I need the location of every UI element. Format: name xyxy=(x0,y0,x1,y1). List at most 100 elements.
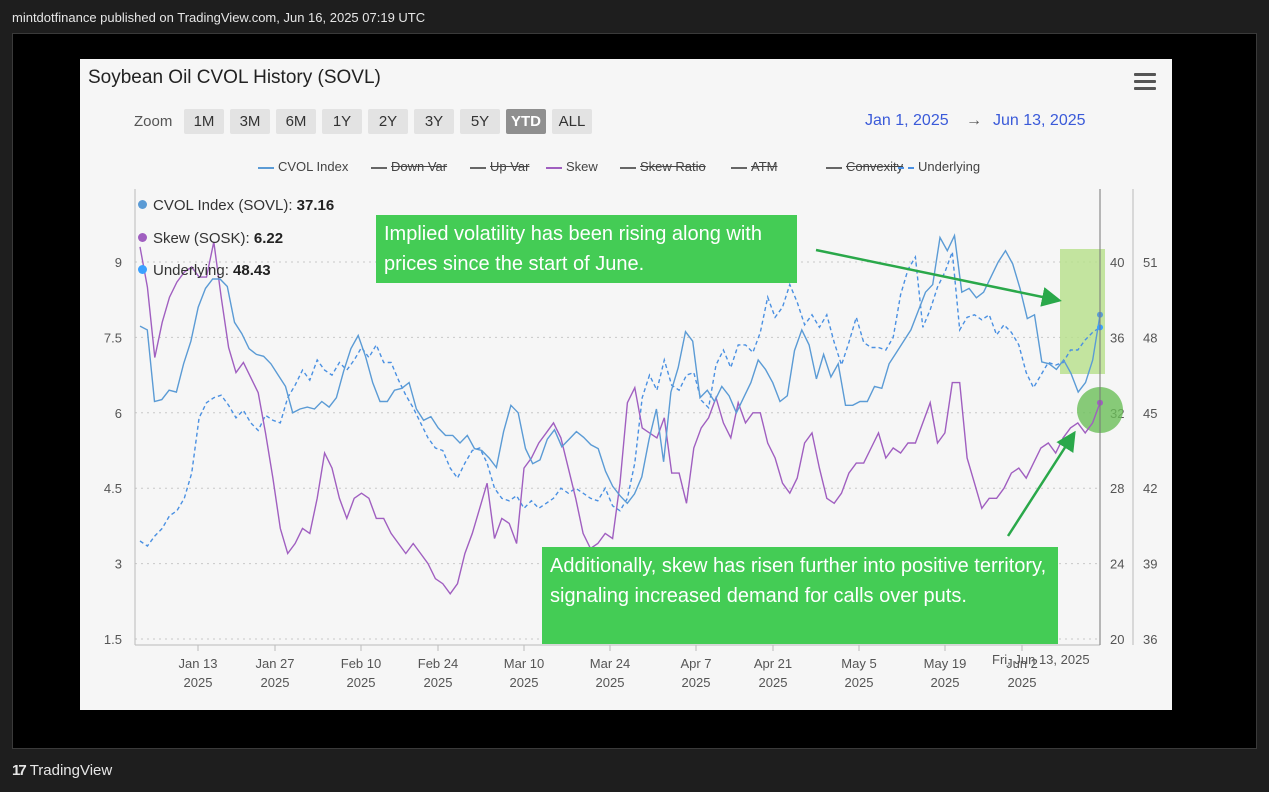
tradingview-logo-icon: 17 xyxy=(12,762,27,779)
tooltip-label: Underlying: xyxy=(153,262,234,279)
legend-label: Down Var xyxy=(391,159,448,174)
zoom-label: Zoom xyxy=(134,113,173,130)
crosshair-date-label: Fri, Jun 13, 2025 xyxy=(992,652,1090,667)
zoom-button-6m[interactable]: 6M xyxy=(276,109,316,134)
x-tick-year: 2025 xyxy=(759,675,788,690)
y-left-tick: 9 xyxy=(115,255,122,270)
annotation-arrow-top xyxy=(815,248,1062,307)
legend-item-skew-ratio[interactable]: Skew Ratio xyxy=(620,159,706,174)
annotation-bottom: Additionally, skew has risen further int… xyxy=(542,547,1058,644)
x-tick-date: Jun 2 xyxy=(1006,656,1038,671)
zoom-button-3m[interactable]: 3M xyxy=(230,109,270,134)
x-tick-year: 2025 xyxy=(184,675,213,690)
y-underlying-tick: 42 xyxy=(1143,481,1157,496)
legend-label: Convexity xyxy=(846,159,904,174)
tooltip-label: Skew (SOSK): xyxy=(153,230,254,247)
annotation-top: Implied volatility has been rising along… xyxy=(376,215,797,283)
tooltip-dot xyxy=(138,233,147,242)
y-underlying-tick: 45 xyxy=(1143,406,1157,421)
zoom-button-3y[interactable]: 3Y xyxy=(414,109,454,134)
legend-item-down-var[interactable]: Down Var xyxy=(371,159,447,174)
zoom-button-ytd[interactable]: YTD xyxy=(506,109,546,134)
legend-item-underlying[interactable]: Underlying xyxy=(898,159,980,174)
tooltip-dot xyxy=(138,200,147,209)
zoom-button-2y[interactable]: 2Y xyxy=(368,109,408,134)
legend-swatch xyxy=(470,166,486,169)
series-underlying-line xyxy=(139,251,1101,547)
tooltip-label: CVOL Index (SOVL): xyxy=(153,197,297,214)
series-cvol-line xyxy=(139,233,1101,505)
y-left-tick: 1.5 xyxy=(104,632,122,647)
range-from[interactable]: Jan 1, 2025 xyxy=(865,112,949,129)
range-arrow: → xyxy=(966,112,982,129)
x-tick-date: May 5 xyxy=(841,656,876,671)
legend-label: Skew xyxy=(566,159,598,174)
zoom-button-1m[interactable]: 1M xyxy=(184,109,224,134)
x-tick-year: 2025 xyxy=(347,675,376,690)
zoom-button-1y[interactable]: 1Y xyxy=(322,109,362,134)
x-tick-date: May 19 xyxy=(924,656,967,671)
hamburger-menu-icon[interactable] xyxy=(1134,73,1156,91)
y-underlying-tick: 48 xyxy=(1143,330,1157,345)
legend-label: ATM xyxy=(751,159,778,174)
chart-card: Soybean Oil CVOL History (SOVL) Zoom 1M 3… xyxy=(80,59,1172,710)
annotation-arrow-bottom xyxy=(1006,430,1076,537)
legend-label: CVOL Index xyxy=(278,159,349,174)
y-cvol-tick: 20 xyxy=(1110,632,1124,647)
y-cvol-tick: 24 xyxy=(1110,557,1124,572)
chart-plot: 1.534.567.59202428323640363942454851Jan … xyxy=(104,189,1157,690)
legend-label: Underlying xyxy=(918,159,981,174)
zoom-button-5y[interactable]: 5Y xyxy=(460,109,500,134)
x-tick-date: Mar 24 xyxy=(590,656,630,671)
x-tick-year: 2025 xyxy=(1008,675,1037,690)
legend-item-atm[interactable]: ATM xyxy=(731,159,777,174)
legend-item-up-var[interactable]: Up Var xyxy=(470,159,530,174)
x-tick-year: 2025 xyxy=(596,675,625,690)
legend-item-convexity[interactable]: Convexity xyxy=(826,159,903,174)
y-cvol-tick: 36 xyxy=(1110,330,1124,345)
x-tick-year: 2025 xyxy=(510,675,539,690)
y-underlying-tick: 36 xyxy=(1143,632,1157,647)
brand-name: TradingView xyxy=(29,762,113,779)
legend-item-skew[interactable]: Skew xyxy=(546,159,598,174)
x-tick-year: 2025 xyxy=(682,675,711,690)
y-left-tick: 7.5 xyxy=(104,330,122,345)
legend-swatch xyxy=(546,166,562,169)
legend-label: Up Var xyxy=(490,159,530,174)
x-tick-date: Apr 21 xyxy=(754,656,792,671)
zoom-button-all[interactable]: ALL xyxy=(552,109,592,134)
x-tick-year: 2025 xyxy=(845,675,874,690)
x-tick-date: Mar 10 xyxy=(504,656,544,671)
y-left-tick: 6 xyxy=(115,406,122,421)
x-tick-date: Jan 13 xyxy=(178,656,217,671)
tooltip-dot xyxy=(138,265,147,274)
x-tick-date: Feb 24 xyxy=(418,656,458,671)
published-caption: mintdotfinance published on TradingView.… xyxy=(12,10,426,25)
tooltip-row: Skew (SOSK): 6.22 xyxy=(138,230,283,247)
y-left-tick: 3 xyxy=(115,557,122,572)
x-tick-date: Apr 7 xyxy=(680,656,711,671)
x-tick-year: 2025 xyxy=(261,675,290,690)
x-tick-date: Jan 27 xyxy=(255,656,294,671)
tooltip-row: Underlying: 48.43 xyxy=(138,262,271,279)
legend-label: Skew Ratio xyxy=(640,159,706,174)
legend-swatch xyxy=(620,166,636,169)
legend-swatch xyxy=(731,166,747,169)
tooltip-value: 37.16 xyxy=(296,197,335,214)
highlight-box xyxy=(1060,249,1105,374)
tooltip-row: CVOL Index (SOVL): 37.16 xyxy=(138,197,334,214)
y-left-tick: 4.5 xyxy=(104,481,122,496)
y-underlying-tick: 51 xyxy=(1143,255,1157,270)
series-skew-line xyxy=(139,241,1101,595)
y-underlying-tick: 39 xyxy=(1143,557,1157,572)
tooltip-value: 6.22 xyxy=(253,230,284,247)
x-tick-year: 2025 xyxy=(424,675,453,690)
tradingview-brand: 17 TradingView xyxy=(12,762,112,779)
y-cvol-tick: 40 xyxy=(1110,255,1124,270)
chart-title: Soybean Oil CVOL History (SOVL) xyxy=(88,67,381,88)
tooltip-value: 48.43 xyxy=(233,262,271,279)
legend-swatch xyxy=(258,166,274,169)
range-to[interactable]: Jun 13, 2025 xyxy=(993,112,1086,129)
y-cvol-tick: 28 xyxy=(1110,481,1124,496)
legend-item-cvol-index[interactable]: CVOL Index xyxy=(258,159,348,174)
